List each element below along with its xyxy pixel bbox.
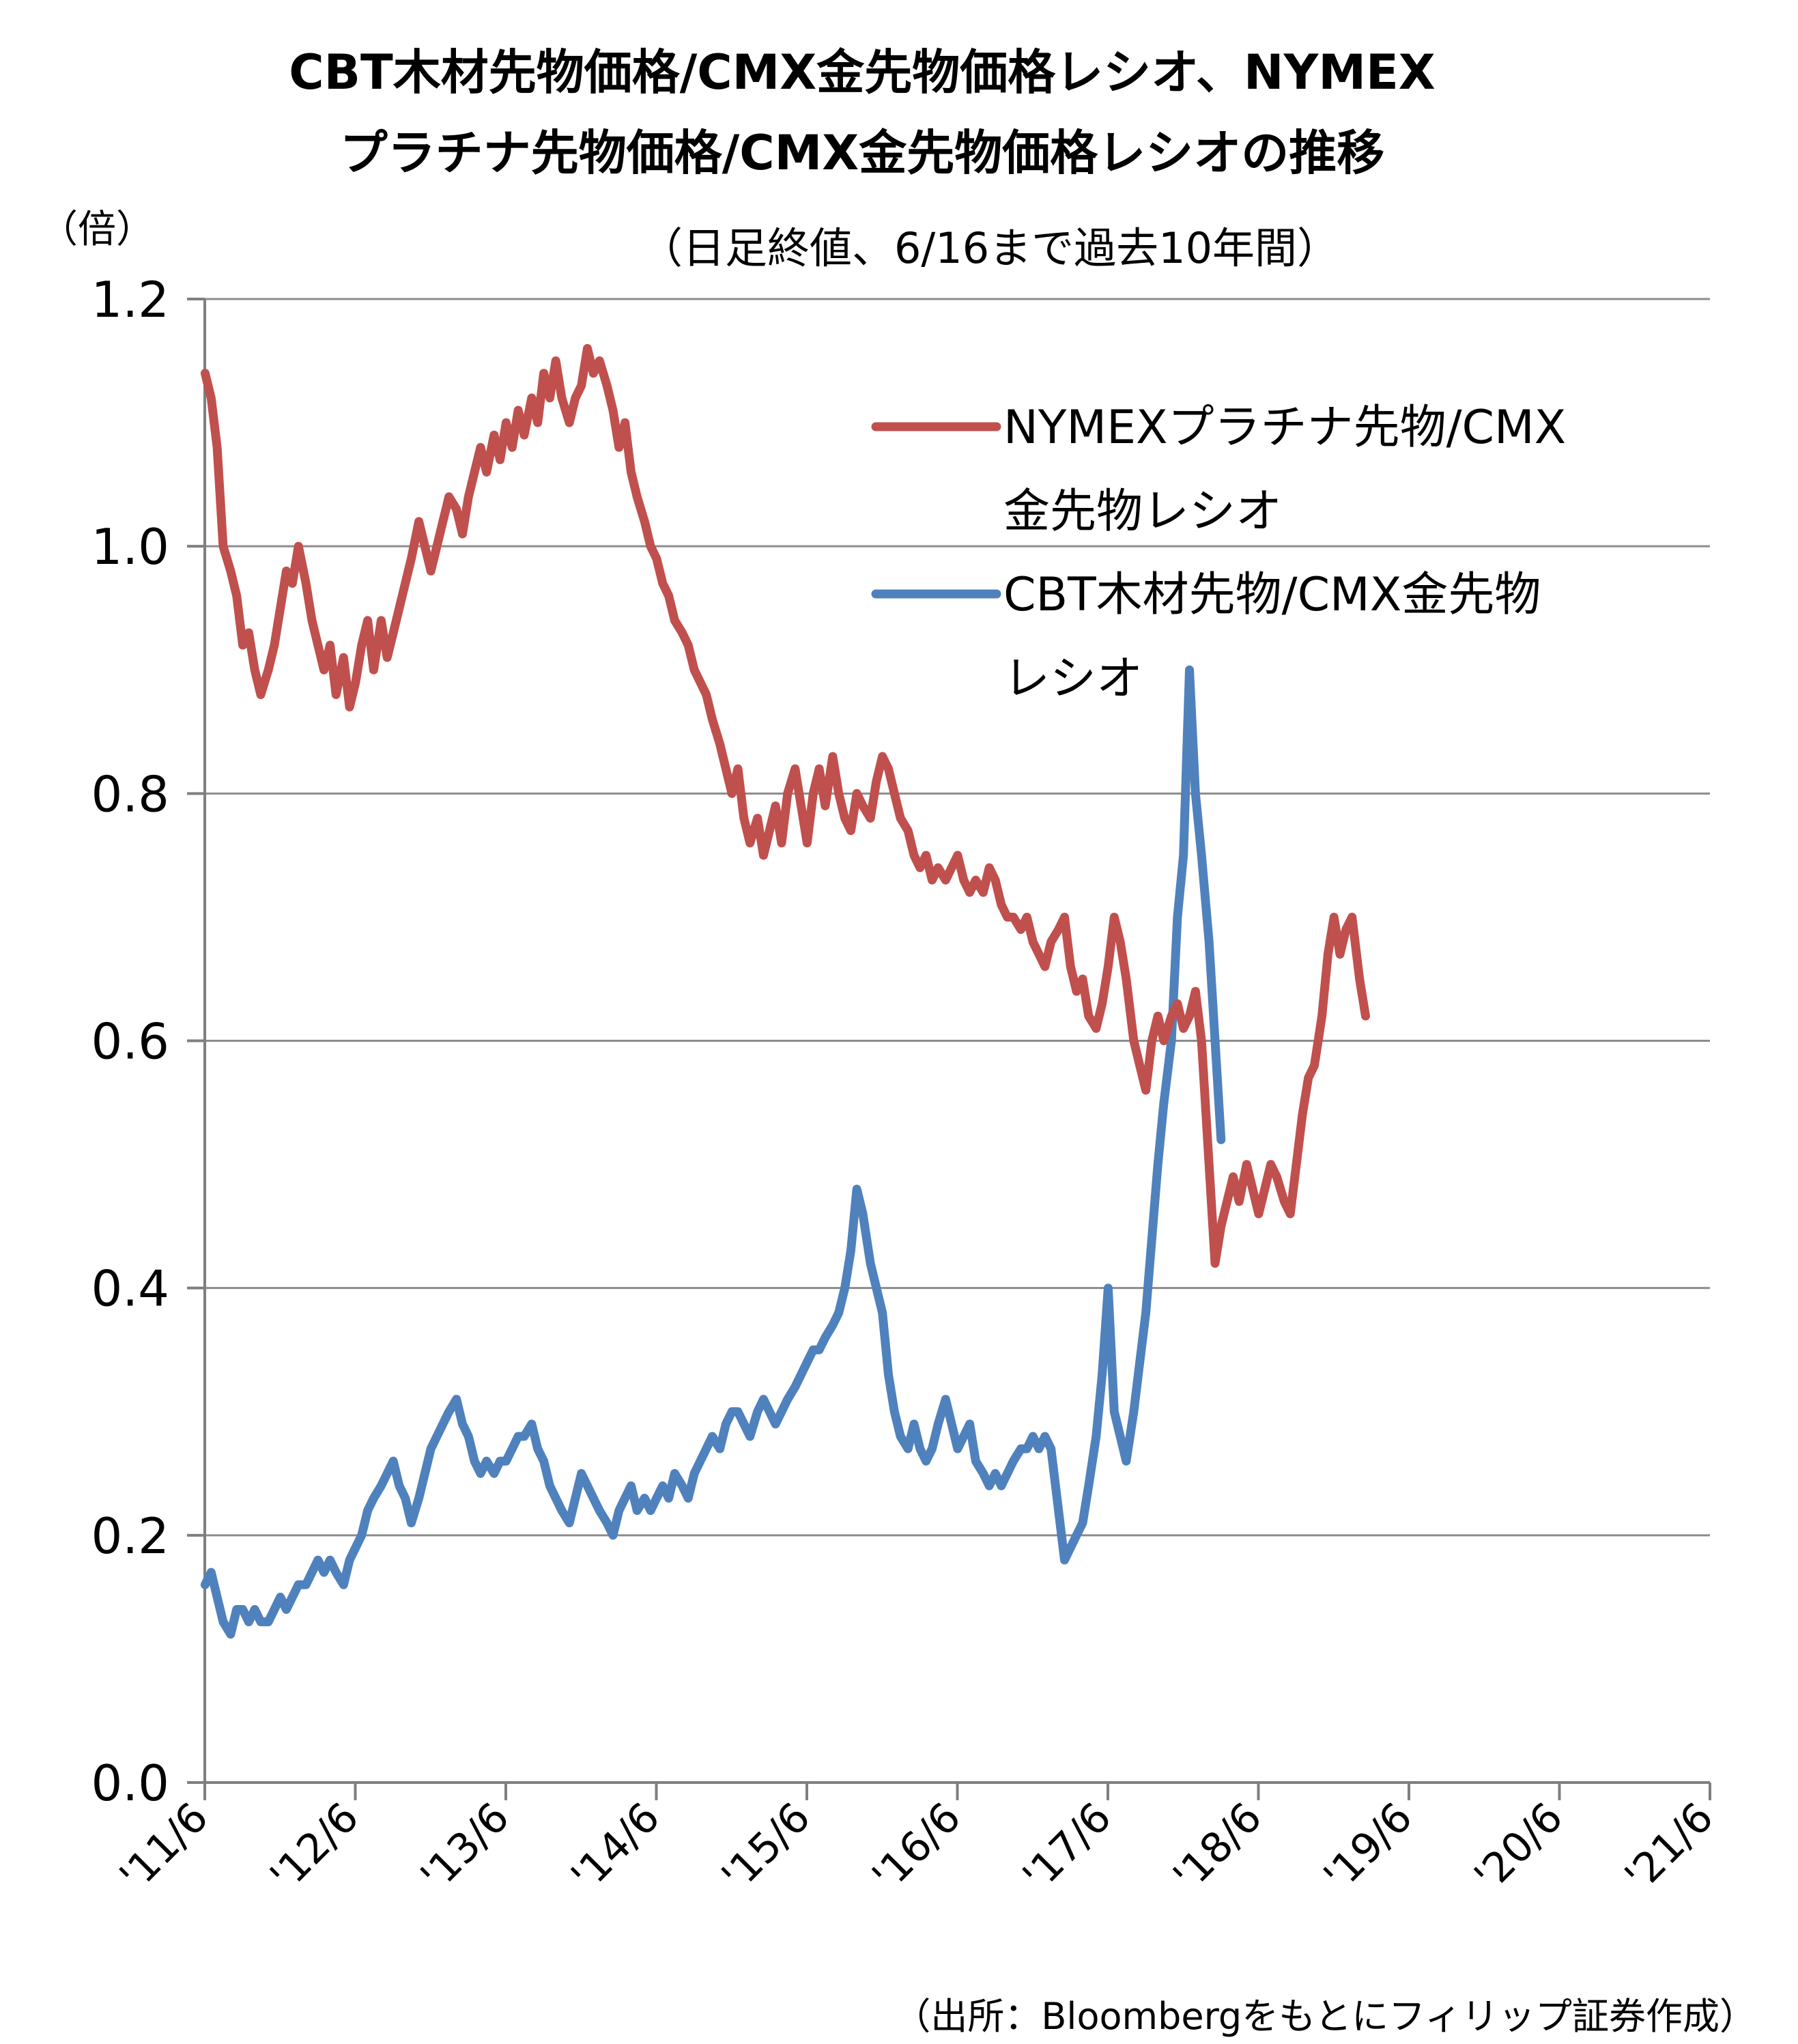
x-tick-label: '18/6 bbox=[1165, 1793, 1271, 1900]
chart-title-line-2: プラチナ先物価格/CMX金先物価格レシオの推移 bbox=[340, 125, 1385, 181]
y-tick-label: 0.4 bbox=[91, 1260, 169, 1318]
chart-title-line-1: CBT木材先物価格/CMX金先物価格レシオ、NYMEX bbox=[289, 44, 1436, 100]
x-tick-label: '21/6 bbox=[1616, 1793, 1722, 1900]
y-tick-label: 0.2 bbox=[91, 1507, 169, 1565]
x-tick-label: '19/6 bbox=[1315, 1793, 1421, 1900]
legend-label-0: NYMEXプラチナ先物/CMX bbox=[1003, 401, 1566, 455]
series-line-0 bbox=[200, 343, 1370, 1268]
y-tick-label: 1.2 bbox=[91, 271, 169, 328]
series-line-1 bbox=[200, 665, 1226, 1639]
x-tick-label: '12/6 bbox=[261, 1793, 368, 1900]
x-axis-ticks: '11/6'12/6'13/6'14/6'15/6'16/6'17/6'18/6… bbox=[111, 1783, 1723, 1901]
y-axis-unit-label: （倍） bbox=[40, 208, 154, 252]
x-tick-label: '20/6 bbox=[1466, 1793, 1572, 1900]
y-axis-ticks: 0.0 0.2 0.4 0.6 0.8 1.0 1.2 bbox=[91, 271, 205, 1812]
legend-label-0: 金先物レシオ bbox=[1003, 485, 1282, 539]
legend-label-1: レシオ bbox=[1003, 652, 1143, 706]
y-tick-label: 1.0 bbox=[91, 518, 169, 576]
x-tick-label: '14/6 bbox=[562, 1793, 669, 1900]
gridlines bbox=[205, 298, 1710, 1537]
series-lines bbox=[200, 343, 1370, 1639]
y-tick-label: 0.0 bbox=[91, 1755, 169, 1812]
y-tick-label: 0.8 bbox=[91, 765, 169, 823]
chart-subtitle: （日足終値、6/16まで過去10年間） bbox=[640, 223, 1339, 273]
legend-label-1: CBT木材先物/CMX金先物 bbox=[1003, 568, 1541, 622]
x-tick-label: '13/6 bbox=[412, 1793, 518, 1900]
x-tick-label: '15/6 bbox=[713, 1793, 819, 1900]
y-tick-label: 0.6 bbox=[91, 1013, 169, 1070]
x-tick-label: '17/6 bbox=[1014, 1793, 1120, 1900]
chart-title: CBT木材先物価格/CMX金先物価格レシオ、NYMEX プラチナ先物価格/CMX… bbox=[289, 44, 1436, 181]
x-tick-label: '16/6 bbox=[864, 1793, 970, 1900]
source-note: （出所：Bloombergをもとにフィリップ証券作成） bbox=[894, 1995, 1756, 2038]
